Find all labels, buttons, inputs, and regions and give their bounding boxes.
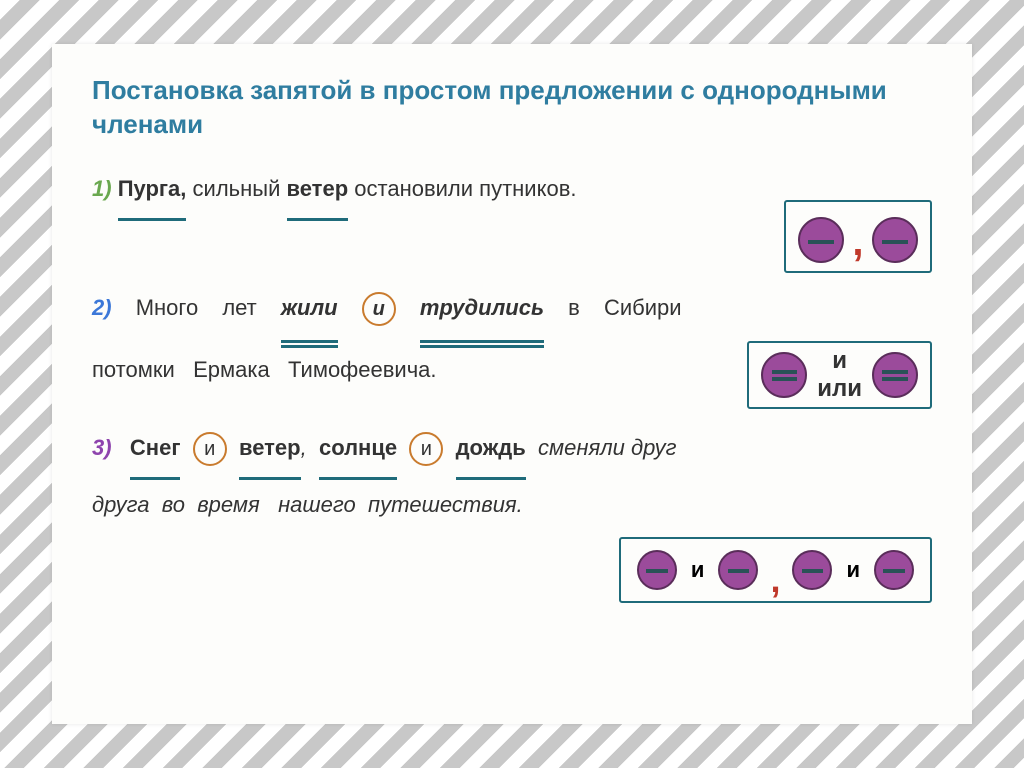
s3-dozhd: дождь: [456, 419, 526, 476]
s3-veter: ветер: [239, 419, 301, 476]
disc-single-1: [798, 217, 844, 263]
disc-double-1: [761, 352, 807, 398]
s3-comma: ,: [301, 419, 307, 476]
s2-sibiri: Сибири: [604, 279, 682, 336]
num-3: 3): [92, 435, 112, 460]
s2-conj: и: [373, 283, 385, 335]
s3-solnce: солнце: [319, 419, 397, 476]
s1-rest: остановили путников.: [354, 160, 576, 217]
s3-i-1: и: [204, 423, 215, 475]
b3-disc-2: [718, 550, 758, 590]
s3-circ-2: и: [409, 432, 443, 466]
sentence-2: 2) Много лет жили и трудились в Сибири: [92, 279, 932, 340]
pattern-box-2: и или: [747, 341, 932, 409]
s1-word-purga: Пурга,: [118, 160, 187, 217]
s2-v: в: [568, 279, 580, 336]
b3-disc-4: [874, 550, 914, 590]
s1-word-veter: ветер: [287, 160, 349, 217]
b3-comma: ,: [770, 559, 780, 601]
box2-labels: и или: [817, 349, 862, 401]
s3-rest1: сменяли друг: [538, 419, 676, 476]
box1-comma: ,: [852, 220, 863, 264]
sentence-3-line2: друга во время нашего путешествия.: [92, 476, 932, 533]
sentence-2-line2-row: потомки Ермака Тимофеевича. и или: [92, 341, 932, 409]
s2-mnogo: Много: [136, 279, 199, 336]
s2-conj-circle: и: [362, 292, 396, 326]
slide-card: Постановка запятой в простом предложении…: [52, 44, 972, 724]
sentence-2-line2: потомки Ермака Тимофеевича.: [92, 341, 727, 398]
s2-trudilis: трудились: [420, 279, 544, 340]
s3-circ-1: и: [193, 432, 227, 466]
s3-i-2: и: [421, 423, 432, 475]
disc-single-2: [872, 217, 918, 263]
box2-i: и: [832, 349, 847, 373]
b3-i-1: и: [691, 557, 705, 583]
sentence-1-row: 1) Пурга, сильный ветер остановили путни…: [92, 160, 932, 274]
b3-disc-1: [637, 550, 677, 590]
num-1: 1): [92, 176, 112, 201]
s2-let: лет: [222, 279, 256, 336]
sentence-1: 1) Пурга, сильный ветер остановили путни…: [92, 160, 744, 217]
b3-i-2: и: [846, 557, 860, 583]
sentence-3: 3) Снег и ветер, солнце и дождь сменяли …: [92, 419, 932, 476]
s1-word-silnyi: сильный: [193, 160, 281, 217]
num-2: 2): [92, 295, 112, 320]
box2-ili: или: [817, 377, 862, 401]
pattern-box-1: ,: [784, 200, 932, 274]
slide-title: Постановка запятой в простом предложении…: [92, 74, 932, 142]
b3-disc-3: [792, 550, 832, 590]
s3-sneg: Снег: [130, 419, 181, 476]
s2-zhili: жили: [281, 279, 338, 340]
pattern-box-3: и , и: [619, 537, 932, 603]
disc-double-2: [872, 352, 918, 398]
